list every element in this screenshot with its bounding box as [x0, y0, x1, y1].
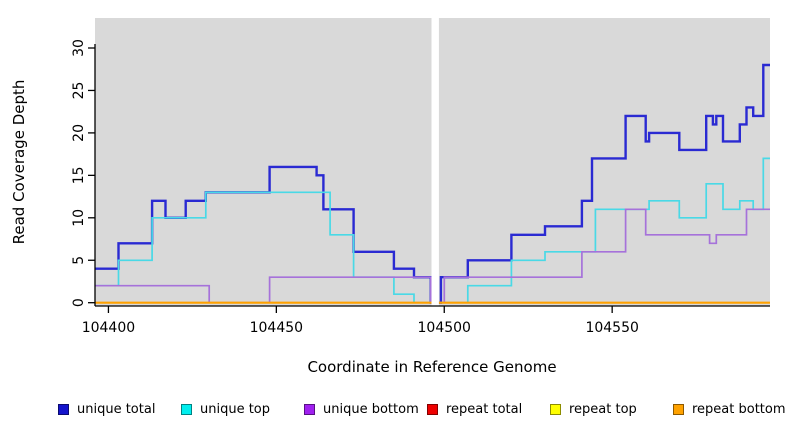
y-tick-label: 30	[71, 39, 87, 57]
y-tick-label: 15	[71, 166, 87, 184]
legend-item-unique-total: unique total	[58, 398, 155, 420]
legend-item-unique-bottom: unique bottom	[304, 398, 419, 420]
y-tick-label: 25	[71, 82, 87, 100]
legend-swatch-icon	[550, 403, 561, 415]
legend-label: unique bottom	[323, 401, 419, 417]
plot-area-svg: 0 5 10 15 20 25 30 104400 104450 104500 104550 Coo…	[10, 18, 770, 376]
x-tick-label: 104450	[250, 320, 303, 336]
x-tick-label: 104550	[585, 320, 638, 336]
legend-label: repeat top	[569, 401, 637, 417]
legend-swatch-icon	[673, 403, 684, 415]
axis-layer: 0 5 10 15 20 25 30 104400 104450 104500 104550	[71, 39, 770, 336]
series-line-unique-top	[95, 157, 770, 304]
no-data-gap-band	[431, 18, 439, 306]
legend-item-unique-top: unique top	[181, 398, 270, 420]
chart-legend: unique total unique top unique bottom repea…	[0, 398, 792, 424]
legend-label: repeat total	[446, 401, 523, 417]
x-axis-title: Coordinate in Reference Genome	[307, 358, 556, 376]
y-tick-label: 10	[71, 209, 87, 227]
y-tick-label: 20	[71, 124, 87, 142]
legend-swatch-icon	[181, 403, 192, 415]
x-tick-label: 104400	[82, 320, 135, 336]
legend-item-repeat-total: repeat total	[427, 398, 522, 420]
legend-label: unique top	[200, 401, 271, 417]
y-tick-label: 5	[71, 256, 87, 265]
legend-swatch-icon	[304, 403, 315, 415]
legend-item-repeat-bottom: repeat bottom	[673, 398, 786, 420]
legend-swatch-icon	[427, 403, 438, 415]
legend-swatch-icon	[58, 403, 69, 415]
gap-band-layer	[431, 18, 439, 306]
y-tick-label: 0	[71, 298, 87, 307]
y-axis-title: Read Coverage Depth	[10, 80, 28, 245]
legend-item-repeat-top: repeat top	[550, 398, 637, 420]
legend-label: unique total	[77, 401, 156, 417]
x-tick-label: 104500	[418, 320, 471, 336]
legend-label: repeat bottom	[692, 401, 786, 417]
series-line-unique-bottom	[95, 208, 770, 304]
